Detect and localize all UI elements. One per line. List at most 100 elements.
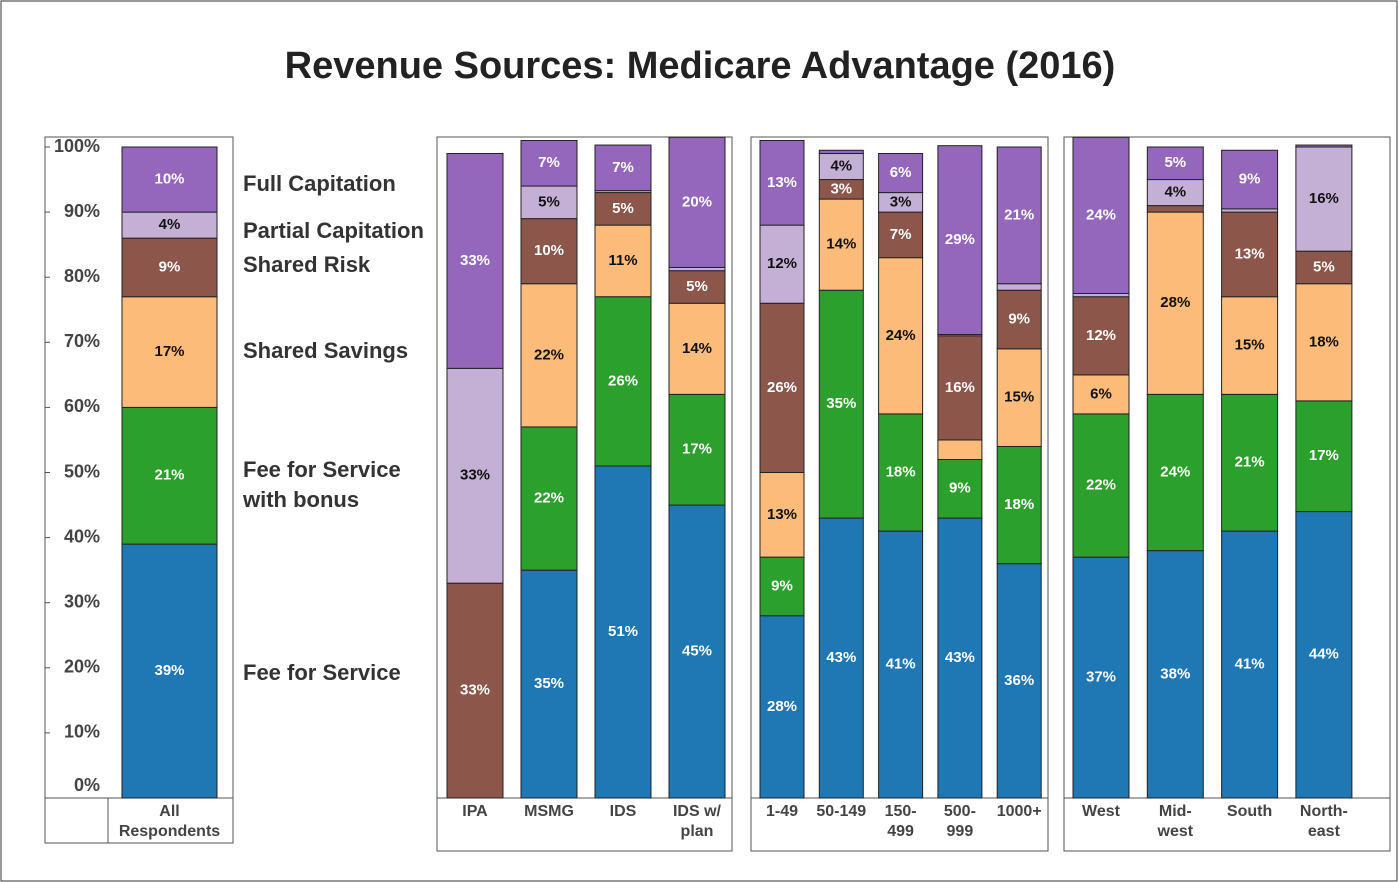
bar-segment bbox=[1221, 393, 1279, 532]
bar-segment bbox=[937, 439, 983, 460]
bar-segment bbox=[594, 465, 652, 799]
bar-segment bbox=[1072, 374, 1130, 415]
y-tick-label: 70% bbox=[64, 331, 100, 351]
bar-segment bbox=[1221, 530, 1279, 799]
data-label: 10% bbox=[534, 242, 564, 259]
data-label: 41% bbox=[1235, 656, 1265, 673]
bar-segment bbox=[121, 146, 218, 213]
legend-entry: Shared Savings bbox=[243, 338, 409, 363]
data-label: 20% bbox=[682, 193, 712, 210]
bar-segment bbox=[1221, 149, 1279, 210]
data-label: 3% bbox=[890, 193, 912, 210]
bar-segment bbox=[668, 136, 726, 268]
data-label: 29% bbox=[945, 231, 975, 248]
y-tick-label: 50% bbox=[64, 461, 100, 481]
data-label: 4% bbox=[1164, 184, 1186, 201]
bar-segment bbox=[1146, 550, 1204, 799]
chart-title: Revenue Sources: Medicare Advantage (201… bbox=[285, 45, 1116, 87]
panel-frame bbox=[436, 136, 733, 852]
bar-segment bbox=[1146, 205, 1204, 213]
bar-segment bbox=[996, 146, 1042, 285]
y-tick-label: 0% bbox=[74, 775, 100, 795]
bar-segment bbox=[996, 348, 1042, 447]
data-label: 12% bbox=[767, 255, 797, 272]
data-label: 26% bbox=[608, 372, 638, 389]
bar-segment bbox=[759, 472, 805, 558]
bar-segment bbox=[594, 224, 652, 298]
data-label: 36% bbox=[1004, 672, 1034, 689]
data-label: 18% bbox=[1004, 496, 1034, 513]
bar-segment bbox=[520, 426, 578, 571]
bar-segment bbox=[937, 335, 983, 441]
data-label: 24% bbox=[1160, 463, 1190, 480]
y-tick-label: 10% bbox=[64, 722, 100, 742]
data-label: 9% bbox=[949, 480, 971, 497]
bar-segment bbox=[121, 237, 218, 298]
data-label: 17% bbox=[1309, 447, 1339, 464]
data-label: 33% bbox=[460, 682, 490, 699]
bar-segment bbox=[1221, 296, 1279, 395]
data-label: 51% bbox=[608, 623, 638, 640]
legend-entry: Fee for Service with bonus bbox=[243, 457, 401, 512]
data-label: 6% bbox=[1090, 385, 1112, 402]
data-label: 7% bbox=[890, 226, 912, 243]
bar-segment bbox=[594, 296, 652, 467]
data-label: 18% bbox=[1309, 333, 1339, 350]
data-label: 22% bbox=[534, 346, 564, 363]
data-label: 43% bbox=[826, 649, 856, 666]
data-label: 35% bbox=[534, 675, 564, 692]
data-label: 9% bbox=[1239, 171, 1261, 188]
x-tick-label: IDS w/ plan bbox=[672, 803, 721, 840]
bar-segment bbox=[759, 302, 805, 473]
data-label: 4% bbox=[830, 157, 852, 174]
bar-segment bbox=[594, 144, 652, 192]
bar-segment bbox=[878, 413, 924, 532]
data-label: 22% bbox=[534, 490, 564, 507]
data-label: 5% bbox=[1313, 258, 1335, 275]
data-label: 9% bbox=[1008, 310, 1030, 327]
data-label: 28% bbox=[1160, 294, 1190, 311]
data-label: 37% bbox=[1086, 669, 1116, 686]
data-label: 11% bbox=[608, 252, 637, 269]
data-label: 16% bbox=[1309, 190, 1339, 207]
data-label: 17% bbox=[154, 343, 184, 360]
bar-segment bbox=[878, 530, 924, 799]
bar-segment bbox=[520, 185, 578, 220]
bar-segment bbox=[1072, 136, 1130, 294]
data-label: 15% bbox=[1235, 337, 1265, 354]
y-tick-label: 30% bbox=[64, 591, 100, 611]
bar-segment bbox=[818, 517, 864, 799]
bar-segment bbox=[121, 211, 218, 239]
bar-segment bbox=[1295, 250, 1353, 285]
bar-segment bbox=[937, 517, 983, 799]
data-label: 28% bbox=[767, 698, 797, 715]
data-label: 21% bbox=[1235, 454, 1265, 471]
data-label: 33% bbox=[460, 467, 490, 484]
x-tick-label: All Respondents bbox=[118, 803, 221, 840]
bar-segment bbox=[668, 504, 726, 799]
legend-entry: Fee for Service bbox=[243, 660, 401, 685]
data-label: 35% bbox=[826, 395, 856, 412]
data-label: 15% bbox=[1004, 389, 1034, 406]
data-label: 7% bbox=[612, 159, 634, 176]
data-label: 10% bbox=[154, 171, 184, 188]
bar-segment bbox=[996, 289, 1042, 350]
bar-segment bbox=[446, 367, 504, 584]
bar-segment bbox=[121, 543, 218, 799]
data-label: 14% bbox=[682, 340, 712, 357]
x-tick-label: Mid-west bbox=[1157, 803, 1194, 840]
bar-segment bbox=[1146, 146, 1204, 181]
x-tick-label: South bbox=[1226, 803, 1273, 820]
data-label: 5% bbox=[686, 278, 708, 295]
bar-segment bbox=[996, 283, 1042, 291]
data-label: 4% bbox=[159, 216, 181, 233]
data-label: 13% bbox=[767, 506, 797, 523]
bar-segment bbox=[446, 153, 504, 369]
data-label: 38% bbox=[1160, 665, 1190, 682]
data-label: 5% bbox=[1164, 154, 1186, 171]
x-tick-label: 1-49 bbox=[765, 803, 799, 820]
bar-segment bbox=[1146, 179, 1204, 207]
data-label: 21% bbox=[1004, 206, 1034, 223]
